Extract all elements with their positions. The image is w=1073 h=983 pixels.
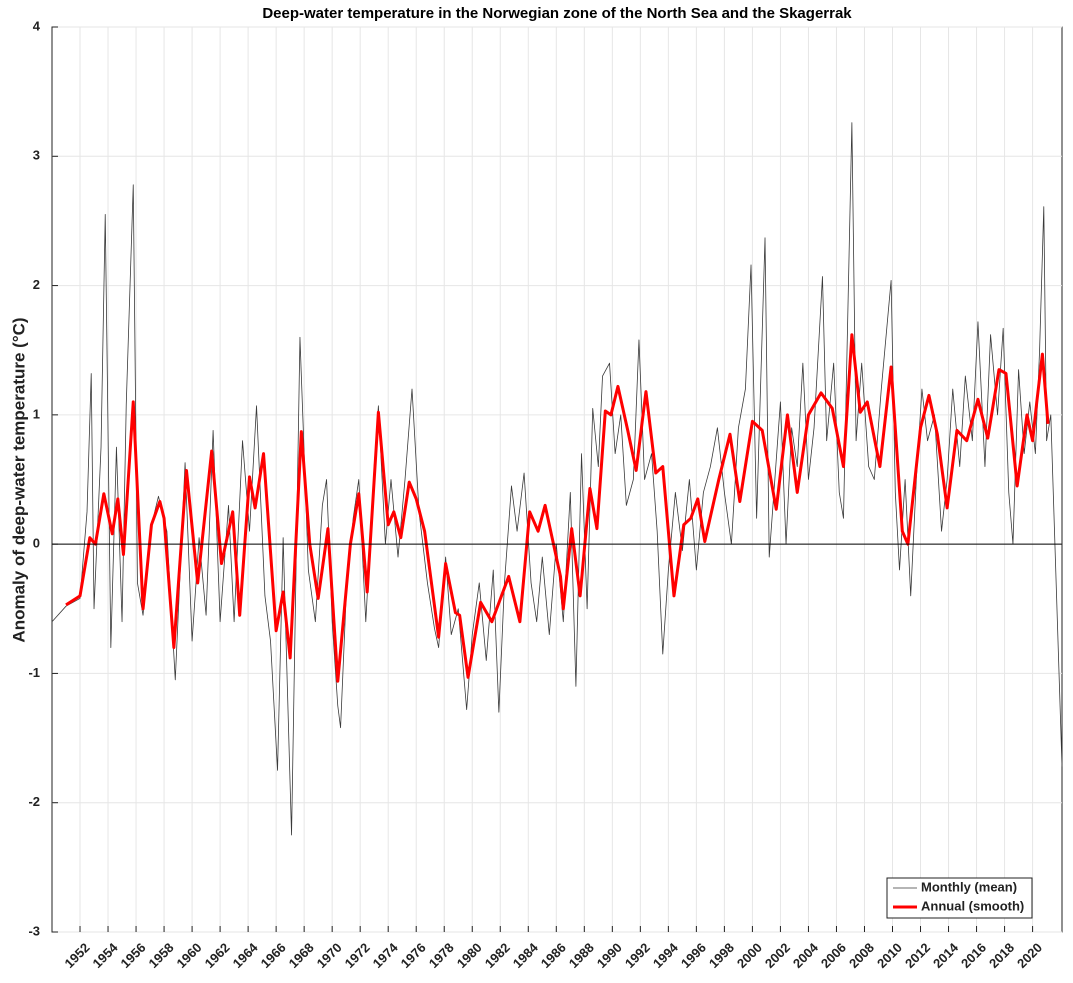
x-tick-label: 1958 bbox=[146, 940, 177, 971]
y-tick-label: -1 bbox=[28, 665, 40, 680]
x-tick-label: 2006 bbox=[818, 940, 849, 971]
x-tick-label: 1984 bbox=[510, 939, 542, 971]
chart-title: Deep-water temperature in the Norwegian … bbox=[262, 5, 852, 22]
x-tick-label: 1956 bbox=[118, 940, 149, 971]
x-tick-label: 1974 bbox=[370, 939, 402, 971]
x-tick-label: 2002 bbox=[762, 940, 793, 971]
y-tick-label: 2 bbox=[33, 277, 40, 292]
x-tick-label: 1982 bbox=[482, 940, 513, 971]
x-tick-label: 1952 bbox=[62, 940, 93, 971]
x-tick-label: 2000 bbox=[734, 940, 765, 971]
legend-label: Annual (smooth) bbox=[921, 898, 1024, 913]
x-tick-label: 1976 bbox=[398, 940, 429, 971]
x-tick-label: 2020 bbox=[1014, 940, 1045, 971]
x-tick-label: 1960 bbox=[174, 940, 205, 971]
x-tick-label: 1998 bbox=[706, 940, 737, 971]
y-tick-label: 3 bbox=[33, 148, 40, 163]
y-tick-label: 4 bbox=[33, 18, 41, 33]
x-tick-label: 2014 bbox=[930, 939, 962, 971]
x-tick-label: 2018 bbox=[986, 940, 1017, 971]
x-tick-label: 1990 bbox=[594, 940, 625, 971]
x-tick-label: 2008 bbox=[846, 940, 877, 971]
x-tick-label: 1986 bbox=[538, 940, 569, 971]
x-tick-label: 1972 bbox=[342, 940, 373, 971]
x-tick-label: 1964 bbox=[230, 939, 262, 971]
y-tick-label: 1 bbox=[33, 406, 40, 421]
x-tick-label: 1996 bbox=[678, 940, 709, 971]
x-tick-label: 1966 bbox=[258, 940, 289, 971]
x-tick-label: 1962 bbox=[202, 940, 233, 971]
x-tick-label: 2012 bbox=[902, 940, 933, 971]
legend-label: Monthly (mean) bbox=[921, 879, 1017, 894]
x-tick-label: 1988 bbox=[566, 940, 597, 971]
y-axis-label: Anomaly of deep-water temperature (°C) bbox=[9, 317, 28, 642]
x-tick-label: 2004 bbox=[790, 939, 822, 971]
x-tick-label: 2016 bbox=[958, 940, 989, 971]
x-tick-label: 1970 bbox=[314, 940, 345, 971]
y-tick-label: -2 bbox=[28, 794, 40, 809]
legend-box bbox=[886, 877, 1033, 919]
y-tick-label: 0 bbox=[33, 536, 40, 551]
x-tick-label: 1980 bbox=[454, 940, 485, 971]
series-line bbox=[65, 333, 1050, 683]
x-tick-label: 1978 bbox=[426, 940, 457, 971]
y-tick-label: -3 bbox=[28, 923, 40, 938]
x-tick-label: 1968 bbox=[286, 940, 317, 971]
grid bbox=[52, 26, 1062, 933]
x-tick-label: 1992 bbox=[622, 940, 653, 971]
x-tick-label: 1994 bbox=[650, 939, 682, 971]
legend: Monthly (mean) Annual (smooth) bbox=[886, 877, 1033, 919]
plot-frame bbox=[51, 26, 1063, 933]
x-tick-label: 1954 bbox=[90, 939, 122, 971]
x-tick-label: 2010 bbox=[874, 940, 905, 971]
